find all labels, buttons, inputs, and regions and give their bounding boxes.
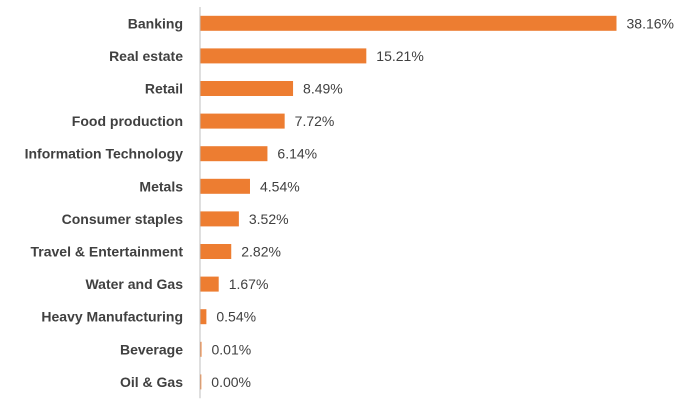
bar-11 bbox=[200, 374, 202, 390]
value-label: 15.21% bbox=[376, 48, 423, 64]
bars-group bbox=[200, 15, 617, 390]
bar-3 bbox=[200, 113, 285, 129]
category-label: Consumer staples bbox=[62, 211, 184, 227]
value-label: 1.67% bbox=[229, 276, 269, 292]
value-label: 0.00% bbox=[211, 374, 251, 390]
bar-10 bbox=[200, 341, 202, 357]
category-label: Travel & Entertainment bbox=[31, 244, 184, 260]
bar-0 bbox=[200, 15, 617, 31]
category-label: Metals bbox=[139, 178, 183, 194]
value-label: 8.49% bbox=[303, 81, 343, 97]
bar-4 bbox=[200, 146, 268, 162]
category-label: Beverage bbox=[120, 341, 183, 357]
category-label: Retail bbox=[145, 81, 183, 97]
category-label: Food production bbox=[72, 113, 183, 129]
bar-7 bbox=[200, 244, 232, 259]
category-label: Oil & Gas bbox=[120, 374, 183, 390]
bar-8 bbox=[200, 276, 219, 292]
value-label: 38.16% bbox=[627, 15, 674, 31]
value-label: 2.82% bbox=[241, 244, 281, 260]
category-label: Information Technology bbox=[25, 146, 184, 162]
value-labels-group: 38.16% 15.21% 8.49% 7.72% 6.14% 4.54% 3.52% 2.8… bbox=[211, 15, 674, 390]
bar-9 bbox=[200, 309, 207, 325]
bar-5 bbox=[200, 178, 250, 194]
bar-1 bbox=[200, 48, 367, 64]
category-label: Banking bbox=[128, 15, 183, 31]
category-label: Water and Gas bbox=[85, 276, 183, 292]
value-label: 4.54% bbox=[260, 178, 300, 194]
category-labels-group: Banking Real estate Retail Food production I… bbox=[25, 15, 184, 390]
value-label: 6.14% bbox=[277, 146, 317, 162]
value-label: 0.01% bbox=[212, 341, 252, 357]
bar-6 bbox=[200, 211, 239, 227]
bar-2 bbox=[200, 81, 294, 96]
category-label: Heavy Manufacturing bbox=[41, 309, 183, 325]
value-label: 0.54% bbox=[216, 309, 256, 325]
category-label: Real estate bbox=[109, 48, 183, 64]
value-label: 3.52% bbox=[249, 211, 289, 227]
value-label: 7.72% bbox=[295, 113, 335, 129]
